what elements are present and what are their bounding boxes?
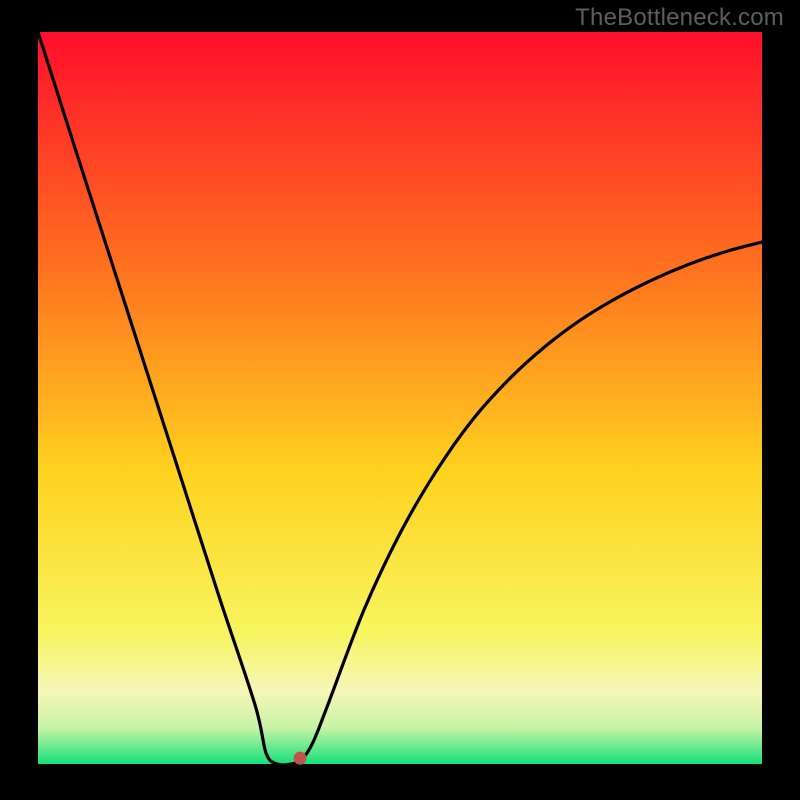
- chart-frame: TheBottleneck.com: [0, 0, 800, 800]
- min-marker: [294, 752, 307, 765]
- plot-area: [38, 32, 762, 764]
- curve-svg: [38, 32, 762, 764]
- bottleneck-curve: [38, 32, 762, 765]
- watermark-text: TheBottleneck.com: [575, 4, 784, 32]
